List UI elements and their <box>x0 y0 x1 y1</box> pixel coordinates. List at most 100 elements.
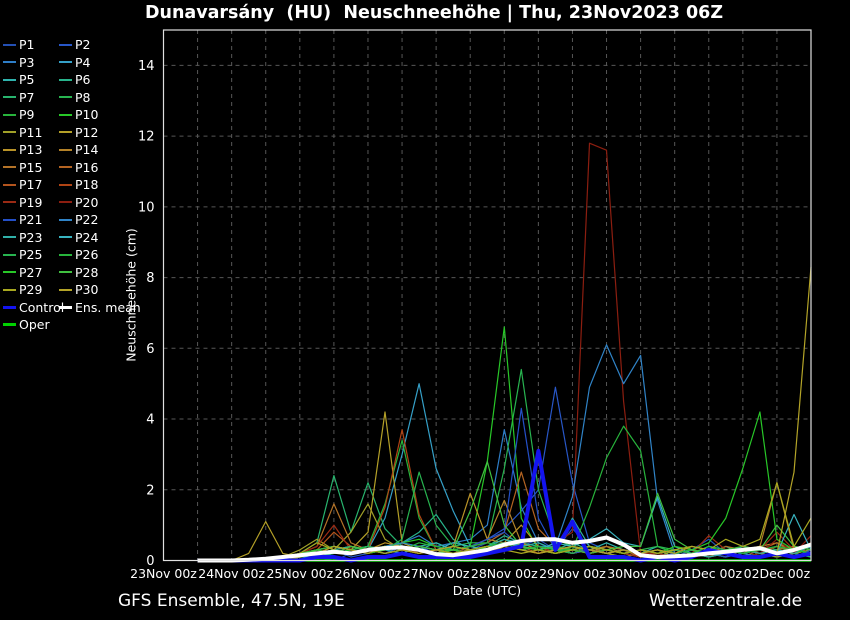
legend-swatch <box>59 201 72 204</box>
legend-item-p30: P30 <box>59 282 133 297</box>
legend-item-p20: P20 <box>59 195 133 210</box>
legend-item-p21: P21 <box>3 212 59 227</box>
x-tick-label: 26Nov 00z <box>335 566 402 581</box>
y-tick-label: 12 <box>138 130 155 145</box>
legend-label: P21 <box>19 212 43 228</box>
legend-label: P29 <box>19 282 43 298</box>
legend-swatch <box>59 166 72 169</box>
legend-item-p12: P12 <box>59 125 133 140</box>
legend-item-ens-mean: Ens. mean <box>59 300 141 315</box>
legend-item-control: Control <box>3 300 64 315</box>
y-tick-label: 4 <box>146 413 154 428</box>
legend-label: P14 <box>75 142 99 158</box>
x-tick-label: 27Nov 00z <box>403 566 470 581</box>
legend-swatch <box>3 113 16 116</box>
legend-label: Oper <box>19 317 50 333</box>
legend-label: P8 <box>75 89 91 105</box>
x-tick-label: 23Nov 00z <box>130 566 197 581</box>
legend-item-p9: P9 <box>3 107 59 122</box>
legend-swatch <box>3 218 16 221</box>
legend-item-p29: P29 <box>3 282 59 297</box>
legend-label: P25 <box>19 247 43 263</box>
legend-item-p2: P2 <box>59 37 133 52</box>
legend-swatch <box>59 288 72 291</box>
legend-label: P27 <box>19 264 43 280</box>
legend-item-p14: P14 <box>59 142 133 157</box>
site-credit-label: Wetterzentrale.de <box>649 591 803 611</box>
legend-item-p3: P3 <box>3 55 59 70</box>
legend-label: P7 <box>19 89 35 105</box>
legend-item-p28: P28 <box>59 265 133 280</box>
legend-swatch <box>59 61 72 64</box>
legend-item-p10: P10 <box>59 107 133 122</box>
legend-swatch <box>3 61 16 64</box>
legend-label: P5 <box>19 72 35 88</box>
legend-label: P19 <box>19 194 43 210</box>
page-title: Dunavarsány (HU) Neuschneehöhe | Thu, 23… <box>144 3 724 23</box>
x-tick-label: 02Dec 00z <box>744 566 811 581</box>
legend-swatch <box>3 131 16 134</box>
legend-swatch <box>3 43 16 46</box>
legend-label: P16 <box>75 159 99 175</box>
x-tick-label: 29Nov 00z <box>539 566 606 581</box>
legend-item-p25: P25 <box>3 247 59 262</box>
legend-label: P17 <box>19 177 43 193</box>
legend-item-p18: P18 <box>59 177 133 192</box>
legend-label: P9 <box>19 107 35 123</box>
legend-swatch <box>3 271 16 274</box>
legend-item-p24: P24 <box>59 230 133 245</box>
legend-swatch <box>59 78 72 81</box>
legend-item-p5: P5 <box>3 72 59 87</box>
legend-swatch <box>59 236 72 239</box>
y-axis-title: Neuschneehöhe (cm) <box>123 228 139 362</box>
legend-label: P26 <box>75 247 99 263</box>
y-tick-label: 10 <box>138 200 155 215</box>
legend-item-p17: P17 <box>3 177 59 192</box>
x-tick-labels: 23Nov 00z 24Nov 00z 25Nov 00z 26Nov 00z 27No… <box>130 566 810 581</box>
plot-frame <box>162 29 812 562</box>
legend-item-p26: P26 <box>59 247 133 262</box>
legend-label: P23 <box>19 229 43 245</box>
legend-label: P13 <box>19 142 43 158</box>
legend-label: P2 <box>75 37 91 53</box>
legend-item-p22: P22 <box>59 212 133 227</box>
legend-swatch <box>3 305 16 309</box>
legend-swatch <box>59 218 72 221</box>
legend-swatch <box>3 323 16 327</box>
legend-label: P3 <box>19 54 35 70</box>
legend-item-p13: P13 <box>3 142 59 157</box>
legend-swatch <box>59 148 72 151</box>
legend-swatch <box>3 201 16 204</box>
legend-swatch <box>59 253 72 256</box>
legend-label: Ens. mean <box>75 299 141 315</box>
legend-item-p23: P23 <box>3 230 59 245</box>
legend-label: Control <box>19 299 65 315</box>
y-tick-label: 2 <box>146 483 154 498</box>
x-tick-label: 28Nov 00z <box>471 566 538 581</box>
legend-label: P28 <box>75 264 99 280</box>
x-tick-label: 01Dec 00z <box>675 566 742 581</box>
y-tick-label: 0 <box>146 554 154 569</box>
x-tick-label: 24Nov 00z <box>198 566 265 581</box>
legend-item-p1: P1 <box>3 37 59 52</box>
y-tick-label: 6 <box>146 342 154 357</box>
grid <box>163 30 811 561</box>
legend-label: P20 <box>75 194 99 210</box>
legend-item-p4: P4 <box>59 55 133 70</box>
legend-item-p19: P19 <box>3 195 59 210</box>
series-line-ens-mean <box>197 535 812 563</box>
y-tick-label: 14 <box>138 59 155 74</box>
legend-item-p11: P11 <box>3 125 59 140</box>
x-tick-label: 25Nov 00z <box>266 566 333 581</box>
legend-swatch <box>3 236 16 239</box>
legend-swatch <box>3 183 16 186</box>
legend-label: P15 <box>19 159 43 175</box>
legend-swatch <box>3 166 16 169</box>
legend-swatch <box>59 271 72 274</box>
legend-swatch <box>3 96 16 99</box>
y-tick-labels: 0 2 4 6 8 10 12 14 <box>138 59 155 569</box>
legend-item-p8: P8 <box>59 90 133 105</box>
legend-swatch <box>59 113 72 116</box>
legend-swatch <box>3 78 16 81</box>
